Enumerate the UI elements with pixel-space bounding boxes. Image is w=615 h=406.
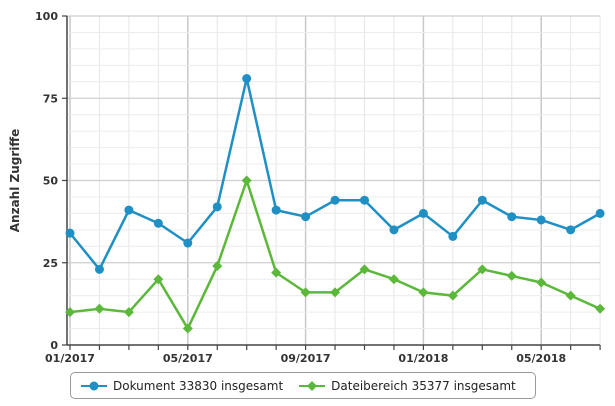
data-point (123, 307, 134, 318)
y-tick-label: 0 (50, 339, 58, 352)
legend-label-dokument: Dokument 33830 insgesamt (113, 378, 284, 393)
data-point (418, 208, 428, 218)
data-point (301, 212, 311, 222)
data-point (536, 215, 546, 225)
x-tick-label: 09/2017 (281, 352, 331, 365)
data-point (271, 267, 282, 278)
data-point (506, 270, 517, 281)
data-point (94, 264, 104, 274)
circle-marker-icon (81, 381, 107, 390)
data-point (595, 303, 606, 314)
y-tick-label: 25 (43, 257, 58, 270)
data-point (241, 175, 252, 186)
data-point (65, 228, 75, 238)
x-tick-label: 01/2018 (398, 352, 448, 365)
data-point (212, 202, 222, 212)
x-tick-label: 05/2018 (516, 352, 566, 365)
legend-item-dateibereich[interactable]: Dateibereich 35377 insgesamt (299, 379, 516, 393)
data-point (477, 264, 488, 275)
x-tick-label: 05/2017 (163, 352, 213, 365)
data-point (271, 205, 281, 215)
data-point (566, 225, 576, 235)
data-point (359, 264, 370, 275)
data-point (448, 231, 458, 241)
data-point (418, 287, 429, 298)
data-point (212, 261, 223, 272)
line-chart: 0 25 50 75 100 01/2017 05/2017 09/2017 01/2018 05… (8, 10, 606, 365)
y-tick-label: 75 (43, 92, 58, 105)
chart-legend: Dokument 33830 insgesamt Dateibereich 35… (70, 372, 536, 399)
diamond-marker-icon (299, 380, 326, 391)
data-point (447, 290, 458, 301)
data-point (388, 274, 399, 285)
data-point (389, 225, 399, 235)
data-point (330, 195, 340, 205)
legend-label-dateibereich: Dateibereich 35377 insgesamt (331, 378, 516, 393)
data-point (300, 287, 311, 298)
data-point (330, 287, 341, 298)
data-point (242, 74, 252, 84)
legend-item-dokument[interactable]: Dokument 33830 insgesamt (81, 379, 283, 393)
data-point (360, 195, 369, 205)
y-tick-label: 100 (35, 10, 58, 23)
x-tick-label: 01/2017 (45, 352, 95, 365)
data-point (536, 277, 547, 288)
data-point (153, 218, 163, 228)
data-point (182, 323, 193, 334)
data-point (477, 195, 487, 205)
y-axis-title: Anzahl Zugriffe (8, 129, 22, 232)
data-point (595, 208, 605, 218)
data-point (565, 290, 576, 301)
y-tick-label: 50 (43, 175, 59, 188)
data-point (153, 274, 164, 285)
data-point (507, 212, 517, 222)
data-point (124, 205, 134, 215)
data-point (65, 307, 75, 318)
data-point (183, 238, 193, 248)
data-point (94, 303, 105, 314)
